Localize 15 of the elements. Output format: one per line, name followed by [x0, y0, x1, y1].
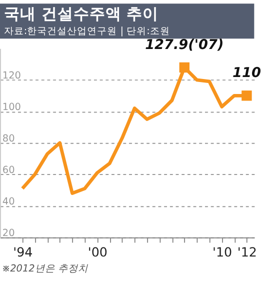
chart-title: 국내 건설수주액 추이 — [4, 5, 159, 24]
x-tick-label: '10 — [212, 244, 232, 260]
y-tick-label: 120 — [2, 70, 21, 82]
y-tick-label: 100 — [2, 102, 21, 113]
annotation: 110 — [232, 65, 261, 82]
y-tick-label: 40 — [2, 196, 15, 208]
y-tick-label: 20 — [2, 228, 15, 239]
annotation: 127.9('07) — [145, 36, 224, 53]
x-tick-label: '12 — [237, 244, 257, 260]
x-tick-label: '00 — [88, 244, 108, 260]
x-tick-label: '94 — [13, 244, 33, 260]
y-tick-label: 60 — [2, 164, 15, 176]
text: ※2012년은 추정치 — [2, 263, 89, 274]
y-tick-label: 80 — [2, 133, 15, 144]
chart-subtitle: 자료:한국건설산업연구원 | 단위:조원 — [4, 26, 170, 37]
